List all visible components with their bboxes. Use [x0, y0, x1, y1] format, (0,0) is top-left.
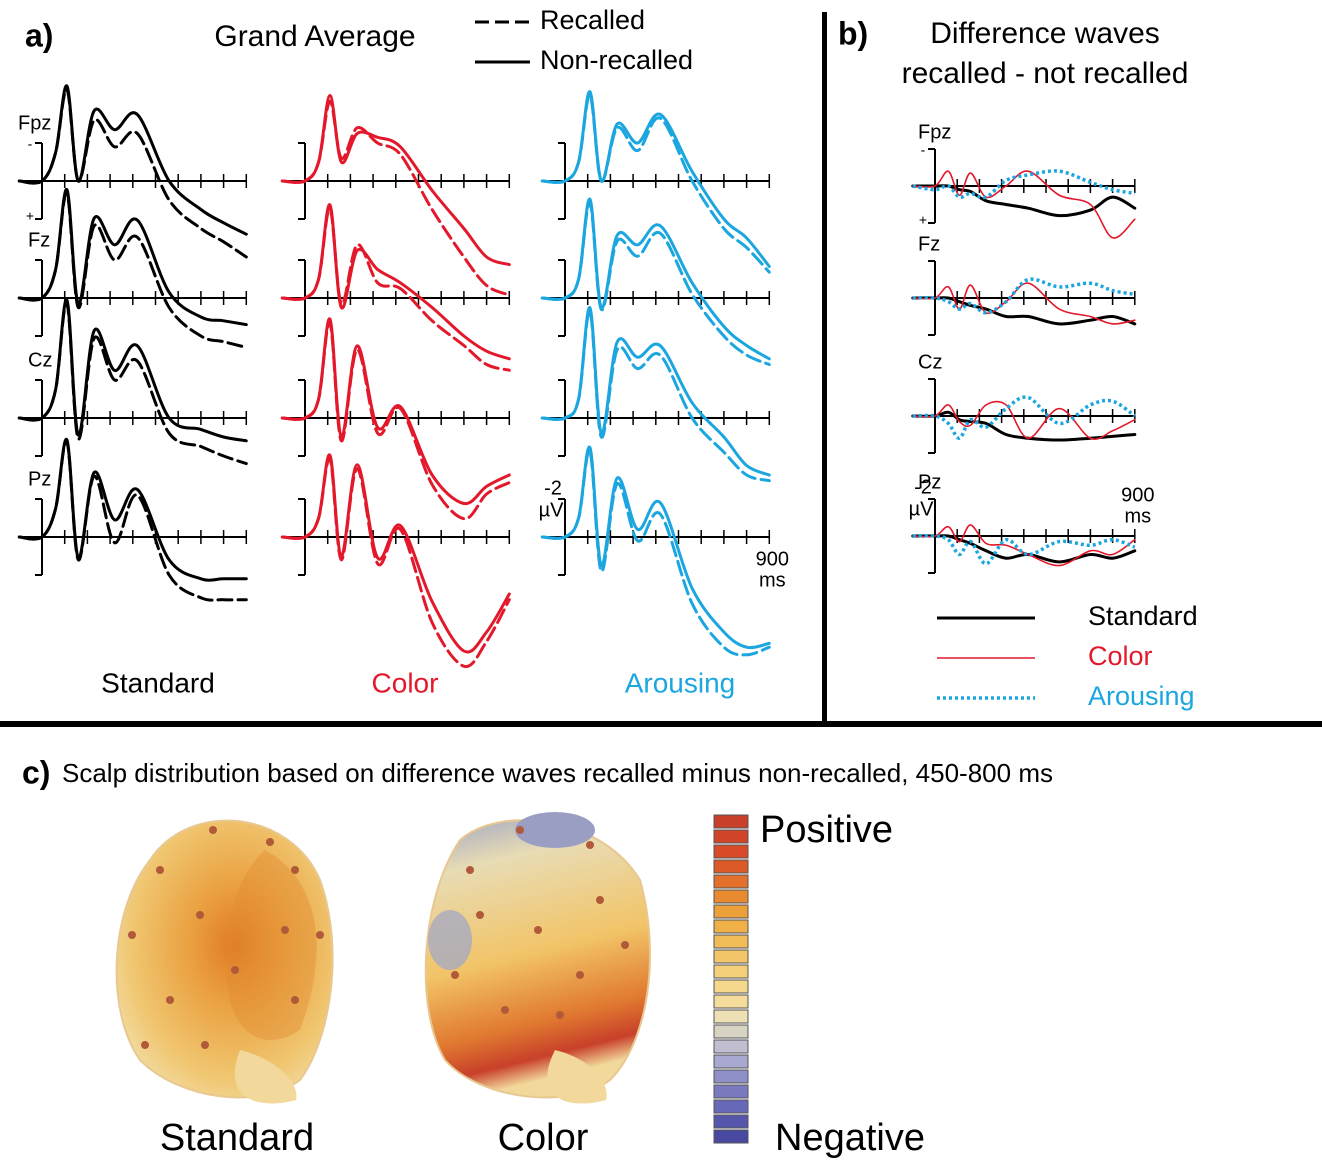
- colorbar-swatch: [713, 1054, 749, 1069]
- colorbar-swatch: [713, 1084, 749, 1099]
- waveform: [280, 453, 511, 654]
- waveform: [540, 197, 771, 361]
- map-label: Color: [498, 1117, 589, 1159]
- legend-label: Recalled: [540, 5, 645, 35]
- waveform: [280, 457, 511, 668]
- x-unit: ms: [1124, 505, 1151, 527]
- polarity-label: -: [28, 136, 33, 152]
- waveform: [912, 524, 1136, 567]
- waveform: [540, 445, 771, 650]
- colorbar-label: Negative: [775, 1117, 925, 1159]
- colorbar-swatch: [713, 979, 749, 994]
- colorbar-swatch: [713, 1129, 749, 1144]
- electrode-label: Fpz: [918, 121, 951, 143]
- waveform: [912, 533, 1136, 566]
- scale-unit: µV: [539, 499, 565, 521]
- panel-label: b): [838, 15, 868, 51]
- waveform: [912, 400, 1136, 440]
- colorbar-swatch: [713, 874, 749, 889]
- panel-title: Grand Average: [214, 20, 415, 53]
- scale-unit: µV: [909, 498, 935, 520]
- colorbar-label: Positive: [760, 809, 893, 851]
- waveform: [912, 277, 1136, 315]
- electrode-label: Pz: [918, 471, 941, 493]
- waveform: [17, 298, 248, 443]
- colorbar-swatch: [713, 814, 749, 829]
- colorbar-swatch: [713, 994, 749, 1009]
- waveform: [280, 317, 511, 506]
- colorbar-swatch: [713, 1024, 749, 1039]
- map-label: Standard: [160, 1117, 314, 1159]
- colorbar-swatch: [713, 1039, 749, 1054]
- waveform: [540, 90, 771, 268]
- polarity-label: -: [921, 142, 926, 158]
- panel-title: recalled - not recalled: [902, 57, 1189, 90]
- panel-title: Scalp distribution based on difference w…: [62, 758, 1053, 788]
- legend-label: Standard: [1088, 601, 1198, 631]
- scale-value: -2: [914, 476, 932, 498]
- x-unit: ms: [759, 569, 786, 591]
- legend-label: Non-recalled: [540, 45, 693, 75]
- polarity-label: +: [919, 212, 927, 228]
- waveform: [912, 170, 1136, 239]
- colorbar-swatch: [713, 859, 749, 874]
- polarity-label: +: [26, 208, 34, 224]
- colorbar-swatch: [713, 904, 749, 919]
- waveform: [540, 306, 771, 477]
- head-standard: [115, 819, 334, 1104]
- waveform: [280, 94, 511, 267]
- panel-label: a): [25, 17, 53, 53]
- electrode-label: Cz: [28, 349, 52, 371]
- waveform: [280, 99, 511, 297]
- column-label: Color: [372, 667, 439, 698]
- head-color: [424, 812, 651, 1104]
- panel-title: Difference waves: [930, 17, 1160, 50]
- waveform: [911, 184, 1137, 218]
- colorbar-swatch: [713, 844, 749, 859]
- panel-divider: [822, 12, 827, 724]
- waveform: [911, 534, 1137, 564]
- x-tick-label: 900: [1121, 484, 1154, 506]
- column-label: Arousing: [625, 667, 736, 698]
- legend-label: Color: [1088, 641, 1153, 671]
- waveform: [17, 88, 248, 259]
- colorbar-swatch: [713, 829, 749, 844]
- panel-divider: [0, 721, 1322, 727]
- waveform: [911, 296, 1137, 326]
- colorbar-swatch: [713, 964, 749, 979]
- colorbar-swatch: [713, 889, 749, 904]
- waveform: [17, 188, 248, 327]
- colorbar-swatch: [713, 919, 749, 934]
- electrode-label: Fz: [918, 233, 940, 255]
- waveform: [17, 438, 248, 582]
- colorbar-swatch: [713, 1009, 749, 1024]
- scale-value: -2: [544, 477, 562, 499]
- x-tick-label: 900: [756, 548, 789, 570]
- legend-label: Arousing: [1088, 681, 1195, 711]
- column-label: Standard: [101, 667, 215, 698]
- waveform: [17, 439, 248, 602]
- colorbar-swatch: [713, 949, 749, 964]
- waveform: [912, 169, 1136, 200]
- electrode-label: Pz: [28, 468, 51, 490]
- waveform: [17, 84, 248, 236]
- colorbar-swatch: [713, 1099, 749, 1114]
- waveform: [17, 302, 248, 466]
- colorbar-swatch: [713, 1069, 749, 1084]
- colorbar-swatch: [713, 934, 749, 949]
- panel-label: c): [22, 754, 50, 790]
- electrode-label: Fz: [28, 229, 50, 251]
- waveform: [540, 449, 771, 657]
- waveform: [17, 191, 248, 349]
- waveform: [280, 203, 511, 361]
- waveform: [911, 410, 1137, 442]
- colorbar-swatch: [713, 1114, 749, 1129]
- waveform: [912, 395, 1136, 440]
- electrode-label: Cz: [918, 351, 942, 373]
- electrode-label: Fpz: [18, 112, 51, 134]
